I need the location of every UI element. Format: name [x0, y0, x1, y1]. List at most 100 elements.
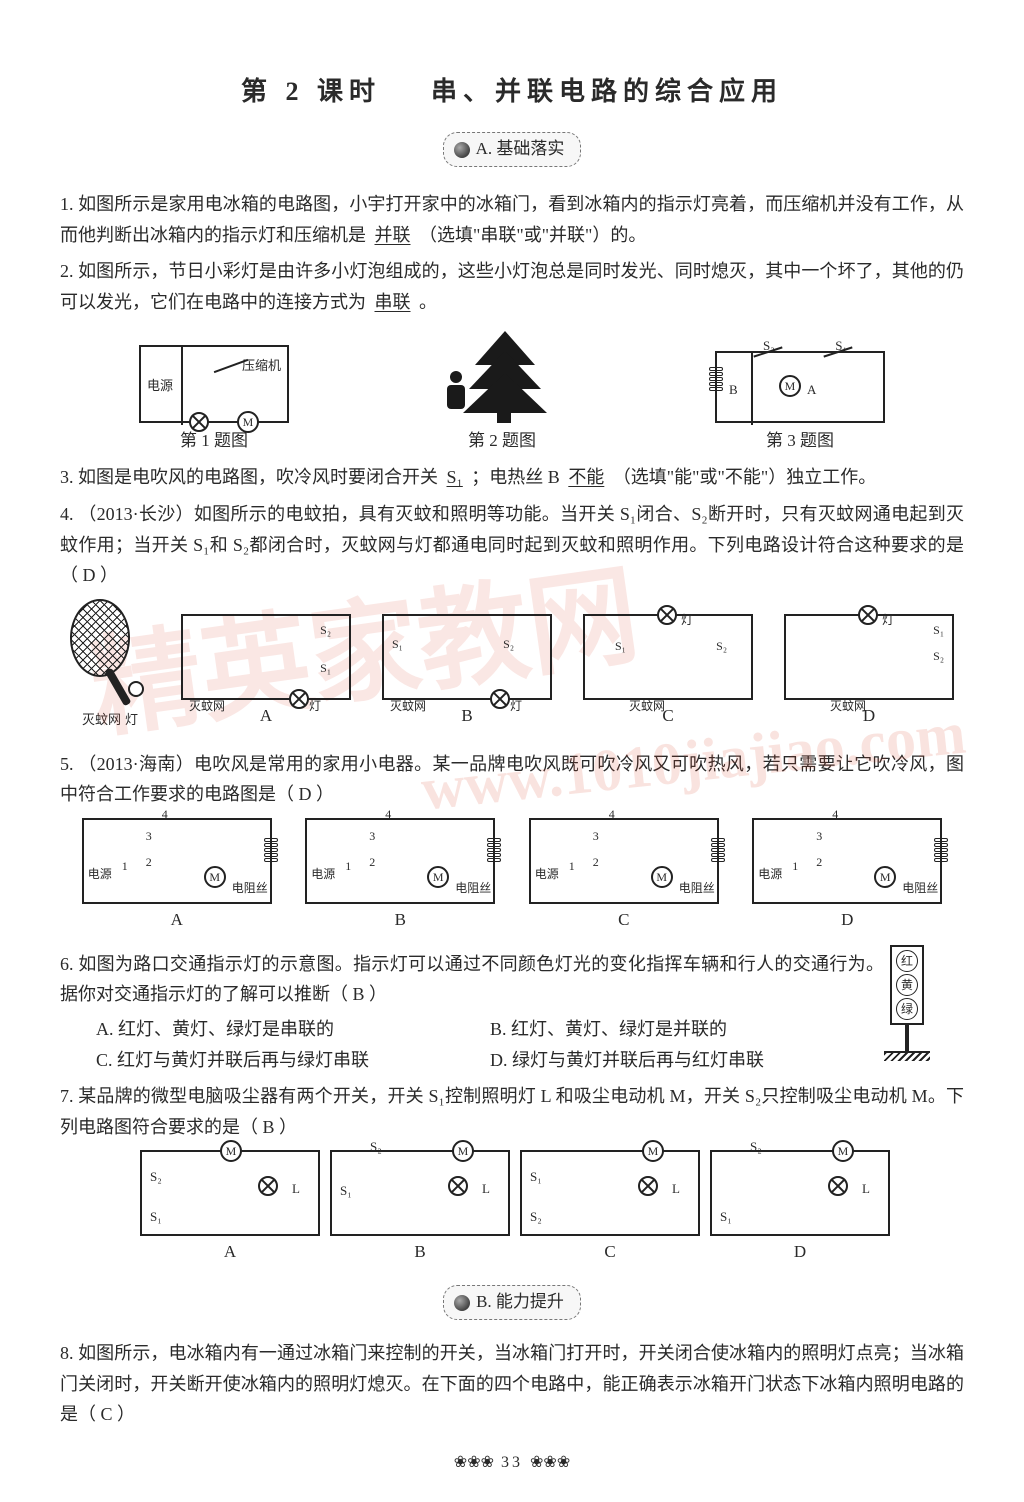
q4-opt-b-label: B	[461, 702, 472, 731]
q7-num: 7.	[60, 1086, 74, 1106]
q4d-s2: S₂	[933, 646, 944, 666]
fig2-caption: 第 2 题图	[468, 427, 536, 456]
q7c-s2: S₂	[530, 1206, 542, 1228]
q7b-s1: S₁	[340, 1180, 352, 1202]
q7-opt-c: M S₁ L S₂ C	[520, 1150, 700, 1267]
q8-close: ）	[117, 1404, 135, 1424]
q4b-s1: S₁	[392, 634, 403, 654]
q5c-src: 电源	[535, 864, 559, 884]
q5c-motor-icon: M	[651, 866, 673, 888]
q5b-motor-icon: M	[427, 866, 449, 888]
q1-text-b: （选填"串联"或"并联"）的。	[419, 225, 646, 245]
question-5: 5. （2013·海南）电吹风是常用的家用小电器。某一品牌电吹风既可吹冷风又可吹…	[60, 749, 964, 810]
q2-text-a: 如图所示，节日小彩灯是由许多小灯泡组成的，这些小灯泡总是同时发光、同时熄灭，其中…	[60, 261, 964, 312]
q1-blank: 并联	[371, 225, 415, 245]
q7-text: 某品牌的微型电脑吸尘器有两个开关，开关 S₁控制照明灯 L 和吸尘电动机 M，开…	[60, 1086, 964, 1137]
footer-page-number: 33	[501, 1454, 523, 1471]
q5-opt-d: 电源 1 2 3 4 M 电阻丝 D	[741, 818, 955, 935]
q6-opt-d: D. 绿灯与黄灯并联后再与红灯串联	[490, 1045, 884, 1076]
q4c-net: 灭蚊网	[629, 696, 665, 716]
q5-options-row: 电源 1 2 3 4 M 电阻丝 A 电源 1 2 3 4 M 电阻丝 B 电源…	[70, 818, 954, 935]
q4-opt-b: S₁ S₂ 灭蚊网 灯 B	[382, 614, 552, 731]
q4d-net: 灭蚊网	[830, 696, 866, 716]
q4-answer: D	[83, 565, 96, 585]
q5-answer: D	[299, 784, 312, 804]
q2-num: 2.	[60, 261, 74, 281]
q4-options-row: 灭蚊网 灯 S₂ S₁ 灭蚊网 灯 A S₁ S₂ 灭蚊网 灯 B 灯 S₁ S…	[70, 599, 954, 731]
q3-num: 3.	[60, 467, 74, 487]
q7c-s1: S₁	[530, 1166, 542, 1188]
fig1-source-label: 电源	[147, 375, 173, 397]
q5a-3: 3	[146, 826, 152, 846]
traffic-yellow: 黄	[896, 974, 918, 996]
q7-opt-d: S₂ M L S₁ D	[710, 1150, 890, 1267]
q7d-s1: S₁	[720, 1206, 732, 1228]
q5-opt-c: 电源 1 2 3 4 M 电阻丝 C	[517, 818, 731, 935]
q4b-lamp-icon	[490, 689, 510, 709]
q5d-motor-icon: M	[874, 866, 896, 888]
q4a-s2: S₂	[320, 620, 331, 640]
q7a-l: L	[292, 1178, 300, 1200]
q7a-s1: S₁	[150, 1206, 162, 1228]
q5-opt-d-label: D	[841, 906, 853, 935]
q7d-l: L	[862, 1178, 870, 1200]
q4-opt-a-label: A	[260, 702, 272, 731]
q7c-l: L	[672, 1178, 680, 1200]
q5a-motor-icon: M	[204, 866, 226, 888]
footer-orn-left: ❀❀❀	[454, 1454, 494, 1471]
q6-opt-b: B. 红灯、黄灯、绿灯是并联的	[490, 1014, 884, 1045]
q7-options-row: M S₂ L S₁ A S₂ M S₁ L B M S₁ L S₂ C S₂ M	[140, 1150, 884, 1267]
q5-opt-b-label: B	[395, 906, 406, 935]
pill-dot-icon	[454, 142, 470, 158]
q5b-3: 3	[369, 826, 375, 846]
q7a-m: M	[226, 1141, 237, 1161]
q7d-lamp-icon	[828, 1176, 848, 1196]
q4-racket-aside: 灭蚊网 灯	[70, 599, 150, 731]
title-main: 串、并联电路的综合应用	[431, 77, 783, 106]
fig3-s1: S₁	[835, 335, 847, 357]
q7b-l: L	[482, 1178, 490, 1200]
q7-answer: B	[263, 1117, 275, 1137]
q7a-s2: S₂	[150, 1166, 162, 1188]
q5-opt-a-label: A	[171, 906, 183, 935]
q5c-2: 2	[593, 852, 599, 872]
q4d-lamp-icon	[858, 605, 878, 625]
fig3-b: B	[729, 379, 738, 401]
q5d-r: 电阻丝	[902, 878, 938, 898]
q4c-lamp-label: 灯	[681, 610, 693, 630]
fig3-coil-b-icon	[709, 367, 723, 392]
q4a-s1: S₁	[320, 658, 331, 678]
question-4: 4. （2013·长沙）如图所示的电蚊拍，具有灭蚊和照明等功能。当开关 S₁闭合…	[60, 499, 964, 591]
q4d-lamp-label: 灯	[882, 610, 894, 630]
q5b-r: 电阻丝	[455, 878, 491, 898]
page-footer: ❀❀❀ 33 ❀❀❀	[0, 1449, 1024, 1476]
footer-orn-right: ❀❀❀	[530, 1454, 570, 1471]
q3-text-c: （选填"能"或"不能"）独立工作。	[613, 467, 876, 487]
q7-close: ）	[279, 1117, 297, 1137]
q4b-s2: S₂	[503, 634, 514, 654]
q3-blank1: S₁	[443, 467, 467, 487]
section-b-header: B. 能力提升	[60, 1285, 964, 1320]
q4c-s2: S₂	[716, 636, 727, 656]
q5d-3: 3	[816, 826, 822, 846]
q3-text-b: ；电热丝 B	[471, 467, 560, 487]
q5a-2: 2	[146, 852, 152, 872]
q5a-m: M	[209, 867, 220, 887]
section-b-label: B. 能力提升	[476, 1288, 564, 1317]
title-prefix: 第 2 课时	[241, 77, 381, 106]
section-a-header: A. 基础落实	[60, 132, 964, 167]
section-a-label: A. 基础落实	[476, 135, 565, 164]
q7c-lamp-icon	[638, 1176, 658, 1196]
q5a-coil-icon	[264, 838, 278, 863]
q4-opt-c: 灯 S₁ S₂ 灭蚊网 C	[583, 614, 753, 731]
q6-answer: B	[353, 984, 365, 1004]
page-title: 第 2 课时 串、并联电路的综合应用	[60, 70, 964, 114]
q5b-1: 1	[345, 856, 351, 876]
q5c-coil-icon	[711, 838, 725, 863]
q7-opt-a-label: A	[224, 1238, 236, 1267]
q6-num: 6.	[60, 954, 74, 974]
traffic-light-icon: 红 黄 绿	[884, 945, 930, 1061]
figure-3: S₂ S₁ B M A 第 3 题图	[715, 351, 885, 456]
q8-answer: C	[101, 1404, 113, 1424]
figure-1: 电源 压缩机 M 第 1 题图	[139, 345, 289, 456]
